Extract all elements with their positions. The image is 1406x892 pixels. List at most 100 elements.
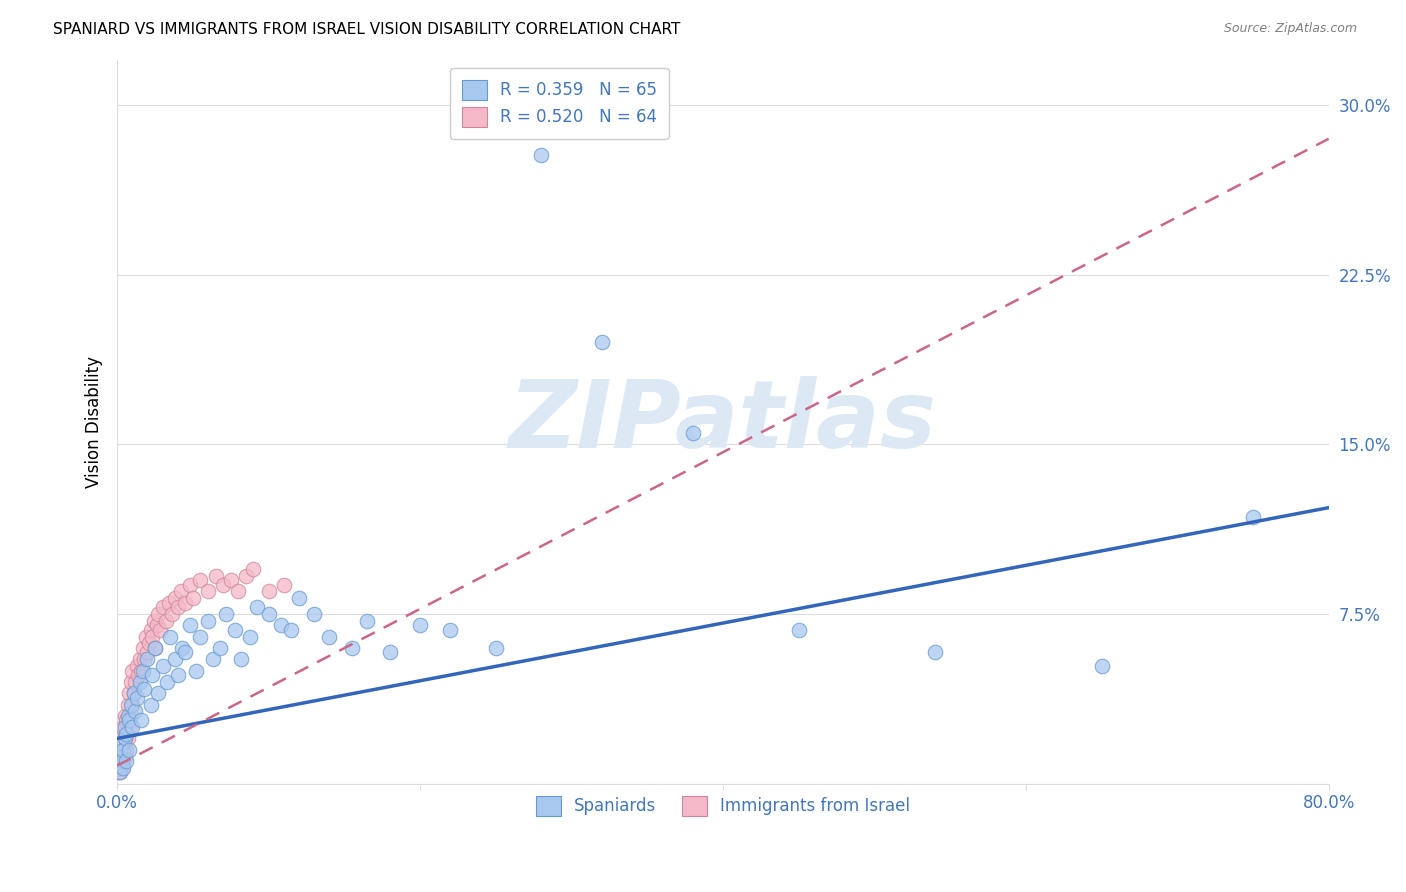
Point bbox=[184, 664, 207, 678]
Point bbox=[107, 758, 129, 772]
Point bbox=[117, 709, 139, 723]
Point bbox=[787, 623, 810, 637]
Point bbox=[288, 591, 311, 606]
Point bbox=[121, 698, 143, 712]
Point bbox=[115, 727, 138, 741]
Point bbox=[179, 577, 201, 591]
Point bbox=[134, 681, 156, 696]
Point bbox=[439, 623, 461, 637]
Point bbox=[682, 425, 704, 440]
Point bbox=[111, 736, 134, 750]
Point bbox=[143, 640, 166, 655]
Point bbox=[112, 761, 135, 775]
Point bbox=[121, 664, 143, 678]
Point bbox=[107, 754, 129, 768]
Point bbox=[114, 731, 136, 746]
Point bbox=[111, 731, 134, 746]
Point bbox=[157, 596, 180, 610]
Point bbox=[115, 743, 138, 757]
Point bbox=[197, 584, 219, 599]
Point bbox=[132, 664, 155, 678]
Point bbox=[122, 686, 145, 700]
Point bbox=[242, 562, 264, 576]
Point bbox=[118, 714, 141, 728]
Point bbox=[110, 765, 132, 780]
Point bbox=[172, 640, 194, 655]
Point bbox=[112, 720, 135, 734]
Point bbox=[190, 630, 212, 644]
Point bbox=[179, 618, 201, 632]
Point bbox=[215, 607, 238, 621]
Point bbox=[257, 584, 280, 599]
Point bbox=[114, 709, 136, 723]
Point bbox=[142, 614, 165, 628]
Point bbox=[124, 674, 146, 689]
Point bbox=[163, 652, 186, 666]
Point bbox=[110, 765, 132, 780]
Point bbox=[155, 614, 177, 628]
Point bbox=[118, 686, 141, 700]
Point bbox=[146, 686, 169, 700]
Point bbox=[170, 584, 193, 599]
Point bbox=[166, 668, 188, 682]
Point bbox=[485, 640, 508, 655]
Y-axis label: Vision Disability: Vision Disability bbox=[86, 356, 103, 488]
Point bbox=[224, 623, 246, 637]
Point bbox=[231, 652, 253, 666]
Point bbox=[139, 623, 162, 637]
Point bbox=[136, 645, 159, 659]
Point bbox=[120, 698, 142, 712]
Point bbox=[120, 709, 142, 723]
Point bbox=[174, 596, 197, 610]
Point bbox=[124, 704, 146, 718]
Point bbox=[121, 720, 143, 734]
Point bbox=[340, 640, 363, 655]
Point bbox=[110, 749, 132, 764]
Point bbox=[409, 618, 432, 632]
Point bbox=[204, 568, 226, 582]
Point bbox=[122, 686, 145, 700]
Point bbox=[152, 600, 174, 615]
Point bbox=[152, 659, 174, 673]
Point bbox=[141, 668, 163, 682]
Point bbox=[159, 630, 181, 644]
Point bbox=[141, 630, 163, 644]
Point bbox=[201, 652, 224, 666]
Point bbox=[181, 591, 204, 606]
Point bbox=[125, 659, 148, 673]
Point bbox=[212, 577, 235, 591]
Point bbox=[280, 623, 302, 637]
Point bbox=[139, 698, 162, 712]
Point bbox=[239, 630, 262, 644]
Point bbox=[115, 754, 138, 768]
Point bbox=[129, 674, 152, 689]
Point bbox=[136, 652, 159, 666]
Point bbox=[245, 600, 267, 615]
Point bbox=[924, 645, 946, 659]
Point bbox=[146, 607, 169, 621]
Point bbox=[131, 664, 153, 678]
Point bbox=[591, 335, 613, 350]
Point bbox=[131, 714, 153, 728]
Point bbox=[166, 600, 188, 615]
Point bbox=[1090, 659, 1112, 673]
Point bbox=[302, 607, 325, 621]
Point bbox=[107, 743, 129, 757]
Point bbox=[118, 720, 141, 734]
Point bbox=[1241, 509, 1264, 524]
Point bbox=[219, 573, 242, 587]
Point bbox=[111, 754, 134, 768]
Point bbox=[228, 584, 250, 599]
Point bbox=[378, 645, 401, 659]
Point bbox=[318, 630, 340, 644]
Point bbox=[114, 731, 136, 746]
Legend: Spaniards, Immigrants from Israel: Spaniards, Immigrants from Israel bbox=[526, 786, 920, 826]
Point bbox=[120, 674, 142, 689]
Point bbox=[112, 758, 135, 772]
Text: Source: ZipAtlas.com: Source: ZipAtlas.com bbox=[1223, 22, 1357, 36]
Point bbox=[129, 652, 152, 666]
Point bbox=[356, 614, 378, 628]
Point bbox=[156, 674, 179, 689]
Point bbox=[149, 623, 172, 637]
Point bbox=[143, 640, 166, 655]
